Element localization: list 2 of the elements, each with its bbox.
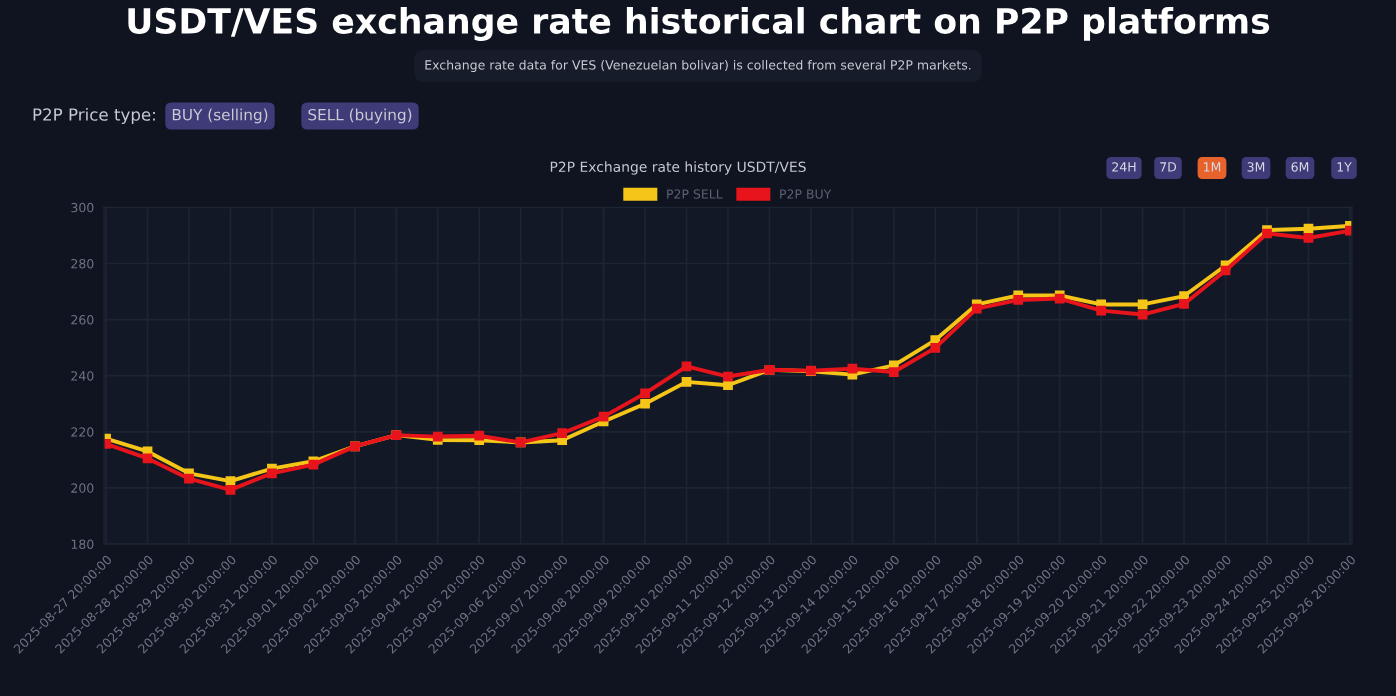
text: P2P Price type: (33, 107, 155, 125)
chart-title: USDT/VES exchange rate historical chart on P2P platforms (128, 7, 1270, 41)
